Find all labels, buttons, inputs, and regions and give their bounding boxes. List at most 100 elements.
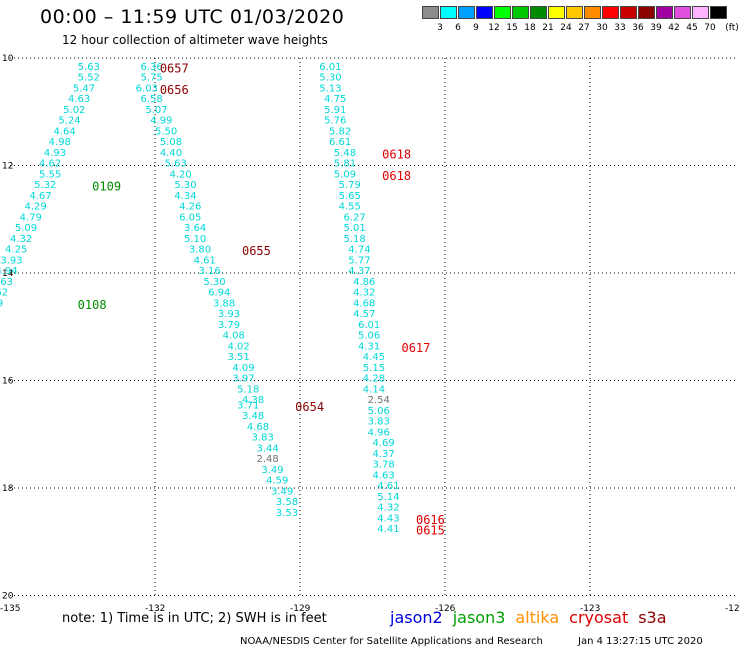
wave-height-value: 4.62 xyxy=(39,159,61,170)
generation-timestamp: Jan 4 13:27:15 UTC 2020 xyxy=(578,636,703,647)
wave-height-value: 4.32 xyxy=(353,288,375,299)
wave-height-value: 3.58 xyxy=(276,497,298,508)
legend-swatch xyxy=(530,6,547,19)
legend-swatch xyxy=(638,6,655,19)
wave-height-value: 4.41 xyxy=(377,524,399,535)
wave-height-value: 4.09 xyxy=(232,363,254,374)
wave-height-value: 4.94 xyxy=(0,266,18,277)
wave-height-value: 4.59 xyxy=(266,476,288,487)
legend-label: 3 xyxy=(437,23,443,33)
wave-height-value: 3.93 xyxy=(0,255,22,266)
wave-height-value: 4.02 xyxy=(227,341,249,352)
wave-height-value: 4.40 xyxy=(160,148,182,159)
satellite-key-jason3: jason3 xyxy=(452,608,506,627)
wave-height-value: 5.13 xyxy=(319,83,341,94)
legend-swatch xyxy=(674,6,691,19)
wave-height-value: 4.86 xyxy=(353,277,375,288)
wave-height-value: 3.80 xyxy=(189,245,211,256)
wave-height-value: 4.79 xyxy=(20,212,42,223)
legend-label: 12 xyxy=(488,23,500,33)
credit-line: NOAA/NESDIS Center for Satellite Applica… xyxy=(240,636,543,647)
wave-height-value: 5.24 xyxy=(58,116,80,127)
wave-height-value: 6.27 xyxy=(343,212,365,223)
wave-height-value: 4.96 xyxy=(368,427,390,438)
map-subtitle: 12 hour collection of altimeter wave hei… xyxy=(62,33,328,47)
pass-time-label: 0616 xyxy=(416,513,445,527)
legend-swatch xyxy=(512,6,529,19)
lat-tick-label: 20 xyxy=(2,592,14,602)
wave-height-value: 2.54 xyxy=(368,395,390,406)
wave-height-value: 5.30 xyxy=(203,277,225,288)
axis-labels: 10 12 14 16 18 20 -135 -132 -129 -126 -123 -120 xyxy=(0,54,740,614)
lat-tick-label: 16 xyxy=(2,377,14,387)
legend-swatch xyxy=(422,6,439,19)
wave-height-value: 5.47 xyxy=(73,83,95,94)
wave-height-value: 5.06 xyxy=(358,331,380,342)
pass-time-label: 0109 xyxy=(92,180,121,194)
wave-height-value: 3.71 xyxy=(237,400,259,411)
wave-height-value: 4.63 xyxy=(372,470,394,481)
lat-tick-label: 10 xyxy=(2,54,14,64)
satellite-key-cryosat: cryosat xyxy=(569,608,629,627)
wave-height-observations: 5.635.525.474.635.025.244.644.984.934.62… xyxy=(0,62,400,535)
wave-height-value: 4.61 xyxy=(377,481,399,492)
legend-swatch xyxy=(692,6,709,19)
pass-time-label: 0617 xyxy=(401,341,430,355)
wave-height-value: 5.79 xyxy=(339,180,361,191)
legend-label: 24 xyxy=(560,23,572,33)
wave-height-value: 4.26 xyxy=(179,202,201,213)
legend-label: 33 xyxy=(614,23,626,33)
wave-height-value: 3.64 xyxy=(184,223,206,234)
legend-label: 30 xyxy=(596,23,608,33)
wave-height-value: 4.45 xyxy=(363,352,385,363)
lon-tick-label: -123 xyxy=(580,604,600,614)
legend-swatch xyxy=(494,6,511,19)
wave-height-value: 5.75 xyxy=(140,73,162,84)
legend-swatch xyxy=(584,6,601,19)
pass-time-label: 0108 xyxy=(78,298,107,312)
wave-height-value: 5.09 xyxy=(15,223,37,234)
wave-height-value: 6.03 xyxy=(136,83,158,94)
wave-height-value: 4.25 xyxy=(5,245,27,256)
lat-tick-label: 18 xyxy=(2,484,14,494)
legend-label: 21 xyxy=(542,23,554,33)
pass-time-label: 0618 xyxy=(382,169,411,183)
wave-height-value: 4.55 xyxy=(339,202,361,213)
wave-height-value: 5.32 xyxy=(34,180,56,191)
legend-swatch xyxy=(602,6,619,19)
wave-height-value: 3.83 xyxy=(252,433,274,444)
wave-height-value: 3.97 xyxy=(232,374,254,385)
satellite-key-s3a: s3a xyxy=(638,608,667,627)
legend-label: 36 xyxy=(632,23,644,33)
legend-label: 18 xyxy=(524,23,536,33)
legend-swatch xyxy=(620,6,637,19)
wave-height-value: 5.82 xyxy=(329,126,351,137)
legend-swatch xyxy=(710,6,727,19)
wave-height-value: 6.05 xyxy=(179,212,201,223)
legend-label: 6 xyxy=(455,23,461,33)
legend-swatch xyxy=(656,6,673,19)
map-grid xyxy=(10,57,735,596)
map-title: 00:00 – 11:59 UTC 01/03/2020 xyxy=(40,6,345,28)
legend-label: 39 xyxy=(650,23,662,33)
wave-height-value: 3.48 xyxy=(242,411,264,422)
wave-height-value: 4.37 xyxy=(372,449,394,460)
wave-height-value: 5.91 xyxy=(324,105,346,116)
wave-height-value: 3.78 xyxy=(372,460,394,471)
wave-height-value: 5.63 xyxy=(165,159,187,170)
pass-time-label: 0654 xyxy=(295,400,324,414)
wave-height-value: 3.44 xyxy=(256,443,278,454)
wave-height-value: 5.30 xyxy=(319,73,341,84)
wave-height-value: 5.06 xyxy=(368,406,390,417)
wave-height-value: 3.51 xyxy=(227,352,249,363)
wave-height-value: 5.55 xyxy=(39,169,61,180)
wave-height-value: 5.01 xyxy=(343,223,365,234)
wave-height-value: 5.76 xyxy=(324,116,346,127)
legend-unit: (ft) xyxy=(725,23,739,33)
wave-height-value: 6.36 xyxy=(140,62,162,73)
wave-height-value: 4.93 xyxy=(44,148,66,159)
wave-height-value: 4.32 xyxy=(377,503,399,514)
wave-height-value: 4.32 xyxy=(10,234,32,245)
lon-tick-label: -129 xyxy=(290,604,311,614)
wave-height-value: 4.61 xyxy=(194,255,216,266)
